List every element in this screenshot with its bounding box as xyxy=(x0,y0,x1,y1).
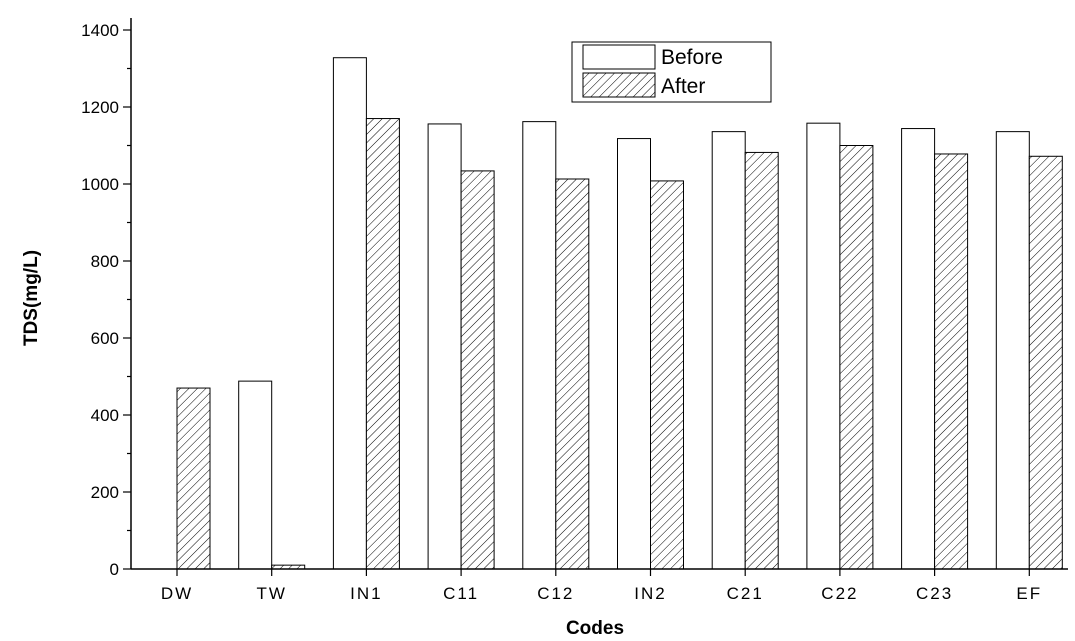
legend: Before After xyxy=(571,41,772,103)
bar-after-dw xyxy=(176,387,211,570)
y-tick-label: 1200 xyxy=(81,98,119,117)
x-axis-ticks: DW TW IN1 C11 C12 IN2 C21 C22 C23 EF xyxy=(161,569,1042,603)
bar-after-in2 xyxy=(650,180,684,570)
x-tick-label: C11 xyxy=(443,584,479,603)
y-tick-label: 1400 xyxy=(81,21,119,40)
x-tick-label: C12 xyxy=(537,584,574,603)
bar-before-c21 xyxy=(711,131,746,570)
y-tick-label: 200 xyxy=(91,483,119,502)
bar-after-c23 xyxy=(934,153,969,570)
bar-before-c11 xyxy=(427,123,462,570)
bar-before-in1 xyxy=(332,57,367,570)
legend-swatch-before xyxy=(582,44,656,70)
legend-label-after: After xyxy=(661,75,705,98)
bar-after-c11 xyxy=(460,170,495,570)
bar-before-c23 xyxy=(901,128,936,570)
y-tick-label: 400 xyxy=(91,406,119,425)
bar-before-tw xyxy=(238,380,273,570)
bar-after-in1 xyxy=(365,118,400,570)
x-tick-label: C22 xyxy=(821,584,858,603)
bar-before-c22 xyxy=(806,122,841,570)
x-tick-label: TW xyxy=(256,584,286,603)
bar-before-in2 xyxy=(617,138,651,570)
bar-before-ef xyxy=(995,131,1030,570)
x-tick-label: C23 xyxy=(916,584,953,603)
bar-after-c21 xyxy=(744,151,779,570)
x-tick-label: C21 xyxy=(727,584,764,603)
bar-after-ef xyxy=(1028,155,1063,570)
y-tick-label: 1000 xyxy=(81,175,119,194)
x-axis-title: Codes xyxy=(566,618,624,639)
bar-after-c22 xyxy=(839,145,874,570)
x-tick-label: DW xyxy=(161,584,193,603)
y-axis-title: TDS(mg/L) xyxy=(21,250,42,346)
y-tick-label: 600 xyxy=(91,329,119,348)
x-tick-label: IN2 xyxy=(634,584,666,603)
x-tick-label: EF xyxy=(1016,584,1042,603)
bar-after-c12 xyxy=(555,178,590,570)
legend-swatch-after xyxy=(582,72,656,98)
y-axis-ticks: 0 200 400 600 800 1000 1200 1400 xyxy=(81,21,131,579)
legend-label-before: Before xyxy=(661,46,723,69)
y-tick-label: 0 xyxy=(110,560,119,579)
x-tick-label: IN1 xyxy=(350,584,382,603)
bars-group xyxy=(176,57,1063,570)
y-tick-label: 800 xyxy=(91,252,119,271)
bar-before-c12 xyxy=(522,121,557,570)
